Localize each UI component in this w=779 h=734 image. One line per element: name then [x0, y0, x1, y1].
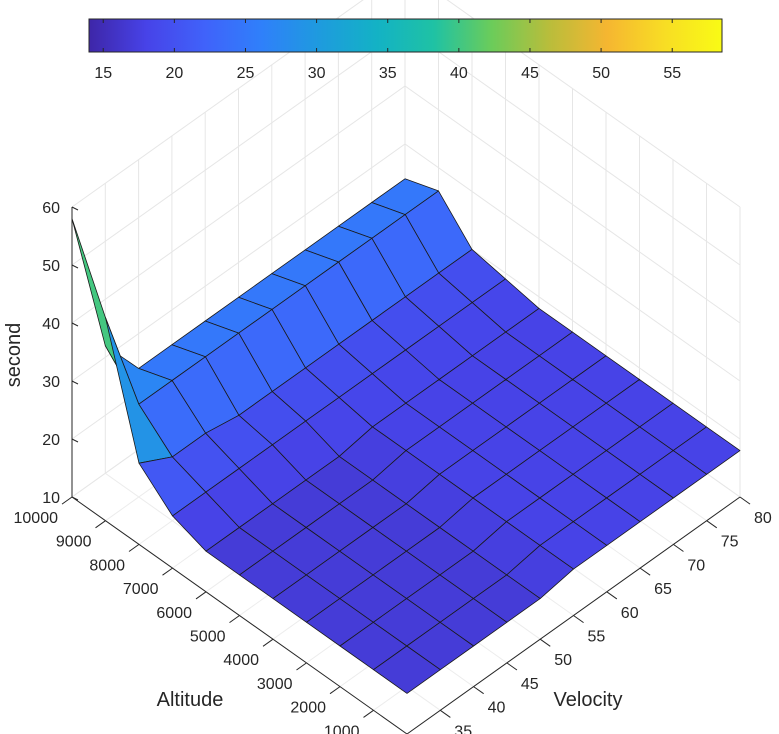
x-tick-mark — [506, 662, 518, 671]
colorbar-tick-label: 15 — [94, 65, 112, 82]
y-tick-label: 6000 — [156, 605, 192, 622]
z-tick-label: 60 — [42, 200, 60, 217]
x-tick-mark — [440, 709, 451, 718]
y-tick-label: 8000 — [89, 557, 125, 574]
y-tick-mark — [296, 662, 307, 671]
tick-labels: 3035404550556065707580010002000300040005… — [14, 200, 772, 734]
x-tick-label: 60 — [621, 605, 639, 622]
x-tick-mark — [739, 496, 751, 505]
x-tick-mark — [573, 615, 584, 624]
colorbar-tick-label: 35 — [379, 65, 397, 82]
x-tick-label: 45 — [521, 676, 539, 693]
colorbar-ticks: 15 20 25 30 35 40 45 50 55 — [94, 19, 681, 82]
colorbar-tick-label: 45 — [521, 65, 539, 82]
y-tick-mark — [195, 591, 207, 600]
x-tick-label: 35 — [454, 723, 472, 734]
x-tick-mark — [706, 520, 718, 529]
surface-mesh — [71, 178, 741, 694]
x-tick-label: 40 — [488, 700, 506, 717]
colorbar-tick-label: 50 — [592, 65, 610, 82]
y-tick-mark — [95, 520, 106, 529]
z-tick-label: 50 — [42, 258, 60, 275]
z-tick-mark — [71, 206, 79, 211]
y-tick-label: 7000 — [123, 581, 159, 598]
colorbar-gradient — [88, 18, 723, 53]
z-tick-mark — [71, 496, 79, 501]
y-tick-mark — [61, 496, 73, 505]
y-tick-label: 4000 — [223, 652, 259, 669]
colorbar-tick-label: 40 — [450, 65, 468, 82]
x-tick-label: 65 — [654, 581, 672, 598]
colorbar-tick-label: 25 — [237, 65, 255, 82]
z-tick-mark — [71, 264, 79, 269]
colorbar: 15 20 25 30 35 40 45 50 55 — [88, 18, 723, 82]
z-tick-mark — [71, 380, 79, 385]
y-tick-mark — [329, 686, 341, 695]
z-tick-label: 40 — [42, 316, 60, 333]
x-tick-mark — [473, 686, 484, 695]
x-tick-mark — [639, 567, 651, 576]
y-tick-label: 9000 — [56, 534, 92, 551]
axis-labels: second Altitude Velocity — [3, 323, 622, 711]
y-tick-label: 10000 — [14, 510, 59, 527]
z-tick-label: 30 — [42, 374, 60, 391]
y-tick-label: 1000 — [324, 723, 360, 734]
z-axis-label: second — [3, 323, 25, 388]
y-axis-label: Altitude — [157, 689, 224, 711]
y-tick-mark — [128, 543, 140, 552]
z-tick-mark — [71, 438, 79, 443]
y-tick-label: 2000 — [290, 700, 326, 717]
surface-patch — [373, 645, 441, 694]
x-tick-label: 75 — [721, 534, 739, 551]
x-tick-mark — [606, 591, 618, 600]
z-tick-label: 10 — [42, 490, 60, 507]
grid-line — [71, 85, 741, 324]
colorbar-tick-label: 20 — [165, 65, 183, 82]
x-tick-mark — [673, 543, 684, 552]
z-tick-label: 20 — [42, 432, 60, 449]
y-tick-mark — [162, 567, 173, 576]
x-tick-label: 50 — [554, 652, 572, 669]
y-tick-label: 5000 — [190, 629, 226, 646]
colorbar-tick-label: 30 — [308, 65, 326, 82]
grid-line — [71, 143, 741, 382]
x-tick-label: 80 — [754, 510, 772, 527]
y-tick-mark — [363, 709, 374, 718]
x-axis-label: Velocity — [554, 689, 623, 711]
y-tick-mark — [229, 615, 240, 624]
grid-line — [71, 0, 741, 208]
y-tick-mark — [262, 638, 274, 647]
x-tick-label: 70 — [687, 557, 705, 574]
x-tick-label: 55 — [588, 629, 606, 646]
z-tick-mark — [71, 322, 79, 327]
y-tick-label: 3000 — [257, 676, 293, 693]
colorbar-tick-label: 55 — [663, 65, 681, 82]
x-tick-mark — [539, 638, 551, 647]
